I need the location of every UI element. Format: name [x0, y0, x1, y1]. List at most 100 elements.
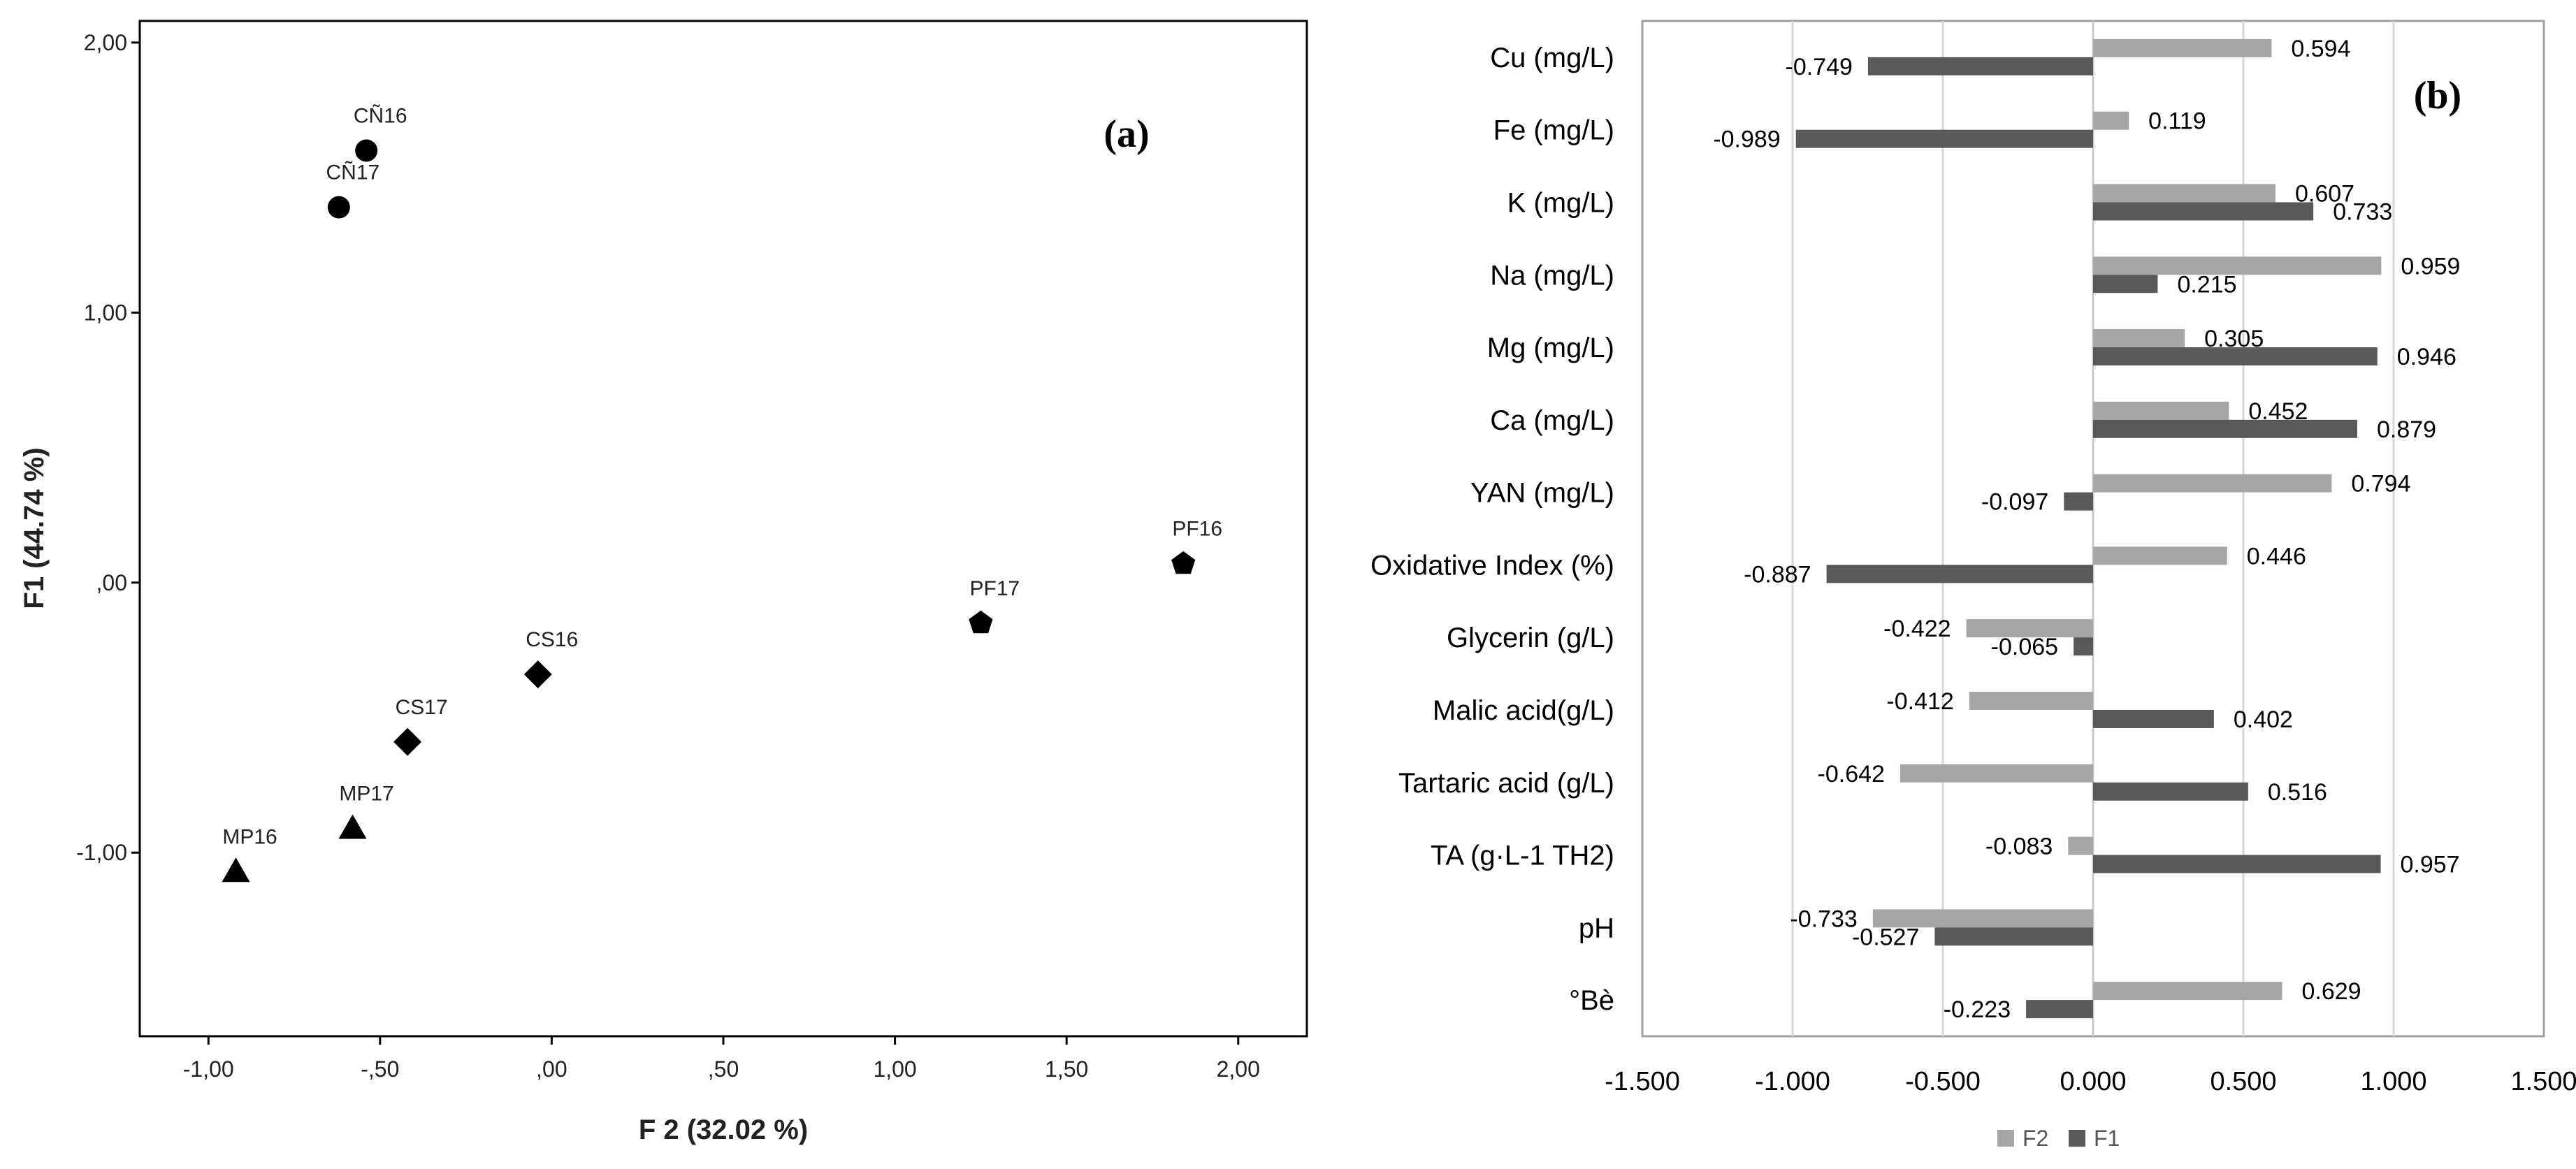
value-label-f1-ta-g-l-1-th2: 0.957 — [2401, 852, 2460, 878]
point-cs16-marker — [523, 660, 552, 689]
bar-f1-k-mg-l — [2093, 202, 2314, 221]
point-mp16-label: MP16 — [222, 825, 277, 848]
scatter-panel: 2,00 1,00 ,00 -1,00 -1,00 -,50 ,00 ,50 1,00 1,50… — [19, 20, 1308, 1145]
value-label-f1-yan-mg-l: -0.097 — [1981, 489, 2048, 516]
y-tick-label: -1,00 — [76, 840, 127, 865]
x-tick-label: -1,00 — [183, 1057, 234, 1082]
bar-category-labels: Cu (mg/L) Fe (mg/L) K (mg/L) Na (mg/L) Mg (m… — [1370, 43, 1614, 1016]
value-label-f1-k-mg-l: 0.733 — [2333, 198, 2392, 225]
x-tick-label: 2,00 — [1217, 1057, 1260, 1082]
point-pf16-label: PF16 — [1172, 518, 1222, 541]
bar-x-tick-label: -1.000 — [1755, 1067, 1830, 1096]
point-cs17-label: CS17 — [396, 696, 448, 719]
point-c-16-label: CÑ16 — [354, 103, 407, 127]
value-label-f2-oxidative-index: 0.446 — [2247, 543, 2306, 569]
scatter-y-axis: 2,00 1,00 ,00 -1,00 — [76, 30, 140, 865]
point-c-17-marker — [327, 196, 350, 219]
bar-f1-yan-mg-l — [2064, 492, 2093, 511]
point-c-17-label: CÑ17 — [326, 161, 380, 184]
bar-f2-ca-mg-l — [2093, 401, 2229, 420]
legend-label-f2: F2 — [2023, 1126, 2048, 1151]
bar-x-tick-label: 0.500 — [2210, 1067, 2276, 1096]
bar-f1-na-mg-l — [2093, 275, 2158, 293]
bar-f1-tartaric-acid-g-l — [2093, 782, 2248, 801]
value-label-f2-cu-mg-l: 0.594 — [2291, 36, 2350, 62]
point-mp17-marker — [338, 814, 367, 839]
category-label-oxidative-index: Oxidative Index (%) — [1370, 550, 1614, 581]
x-tick-label: ,00 — [536, 1057, 567, 1082]
bar-panel-label: (b) — [2414, 74, 2461, 117]
bar-x-tick-label: -1.500 — [1605, 1067, 1680, 1096]
point-mp16-marker — [222, 857, 250, 883]
point-c-16-marker — [355, 139, 378, 162]
value-label-f1-na-mg-l: 0.215 — [2177, 271, 2236, 298]
category-label-glycerin-g-l: Glycerin (g/L) — [1447, 623, 1614, 653]
point-cs17-marker — [393, 727, 422, 756]
bar-gridlines — [1791, 21, 2395, 1036]
category-label-ph: pH — [1579, 913, 1614, 943]
scatter-x-axis: -1,00 -,50 ,00 ,50 1,00 1,50 2,00 — [183, 1036, 1260, 1082]
bar-f1-mg-mg-l — [2093, 347, 2378, 366]
category-label-na-mg-l: Na (mg/L) — [1490, 260, 1614, 291]
y-tick-label: ,00 — [96, 570, 127, 595]
bar-f2-yan-mg-l — [2093, 474, 2332, 493]
legend-label-f1: F1 — [2094, 1126, 2120, 1151]
value-label-f1-ca-mg-l: 0.879 — [2377, 416, 2436, 443]
value-label-f1-mg-mg-l: 0.946 — [2397, 344, 2456, 370]
x-tick-label: 1,50 — [1045, 1057, 1088, 1082]
value-label-f1-b: -0.223 — [1944, 996, 2011, 1023]
bar-f2-b — [2093, 982, 2282, 1001]
category-label-b: °Bè — [1569, 985, 1614, 1016]
bar-f2-ph — [1872, 909, 2093, 928]
bar-f1-cu-mg-l — [1867, 57, 2093, 75]
y-tick-label: 1,00 — [84, 300, 127, 325]
bar-f2-mg-mg-l — [2093, 329, 2185, 348]
bar-x-tick-label: 1.500 — [2510, 1067, 2576, 1096]
value-label-f1-oxidative-index: -0.887 — [1744, 561, 1811, 588]
value-label-f1-cu-mg-l: -0.749 — [1786, 54, 1853, 80]
value-label-f2-na-mg-l: 0.959 — [2401, 253, 2460, 279]
value-label-f1-glycerin-g-l: -0.065 — [1991, 634, 2058, 660]
bar-f1-ph — [1934, 927, 2093, 946]
legend-swatch-f1 — [2069, 1130, 2085, 1147]
bar-f1-ca-mg-l — [2093, 419, 2357, 438]
bar-series: 0.594-0.7490.119-0.9890.6070.7330.9590.2… — [1713, 36, 2460, 1023]
bar-f1-ta-g-l-1-th2 — [2093, 855, 2381, 873]
bar-f2-fe-mg-l — [2093, 111, 2129, 130]
value-label-f2-ta-g-l-1-th2: -0.083 — [1985, 834, 2053, 860]
point-pf16-marker — [1171, 551, 1196, 574]
scatter-x-axis-title: F 2 (32.02 %) — [639, 1114, 808, 1145]
bar-f2-glycerin-g-l — [1966, 619, 2093, 638]
legend-swatch-f2 — [1997, 1130, 2014, 1147]
bar-f2-malic-acid-g-l — [1969, 691, 2093, 710]
category-label-yan-mg-l: YAN (mg/L) — [1470, 478, 1614, 509]
value-label-f1-tartaric-acid-g-l: 0.516 — [2268, 779, 2327, 806]
bar-panel: 0.594-0.7490.119-0.9890.6070.7330.9590.2… — [1370, 20, 2576, 1151]
value-label-f2-b: 0.629 — [2301, 978, 2361, 1005]
value-label-f2-ph: -0.733 — [1790, 906, 1857, 932]
scatter-points: CÑ16 CÑ17 PF16 PF17 CS16 CS17 MP17 MP16 — [222, 103, 1222, 883]
point-cs16-label: CS16 — [526, 628, 578, 651]
scatter-plot-frame — [138, 20, 1308, 1038]
bar-x-tick-label: -0.500 — [1905, 1067, 1981, 1096]
category-label-fe-mg-l: Fe (mg/L) — [1493, 115, 1614, 146]
scatter-y-axis-title: F1 (44.74 %) — [19, 447, 50, 609]
category-label-ta-g-l-1-th2: TA (g·L-1 TH2) — [1431, 841, 1614, 871]
bar-f1-oxidative-index — [1826, 565, 2093, 583]
bar-legend: F2 F1 — [1997, 1126, 2120, 1151]
bar-x-axis: -1.500 -1.000 -0.500 0.000 0.500 1.000 1.500 — [1605, 1067, 2576, 1096]
value-label-f2-tartaric-acid-g-l: -0.642 — [1818, 761, 1885, 787]
category-label-cu-mg-l: Cu (mg/L) — [1490, 43, 1614, 73]
value-label-f2-yan-mg-l: 0.794 — [2351, 471, 2410, 498]
bar-f2-k-mg-l — [2093, 184, 2276, 203]
bar-x-tick-label: 1.000 — [2360, 1067, 2426, 1096]
value-label-f1-ph: -0.527 — [1852, 924, 1919, 950]
point-pf17-marker — [969, 610, 993, 634]
category-label-malic-acid-g-l: Malic acid(g/L) — [1433, 695, 1614, 726]
bar-f1-b — [2026, 1000, 2093, 1019]
x-tick-label: 1,00 — [873, 1057, 916, 1082]
bar-f2-oxidative-index — [2093, 546, 2227, 565]
category-label-tartaric-acid-g-l: Tartaric acid (g/L) — [1398, 768, 1614, 799]
bar-f2-cu-mg-l — [2093, 38, 2272, 57]
